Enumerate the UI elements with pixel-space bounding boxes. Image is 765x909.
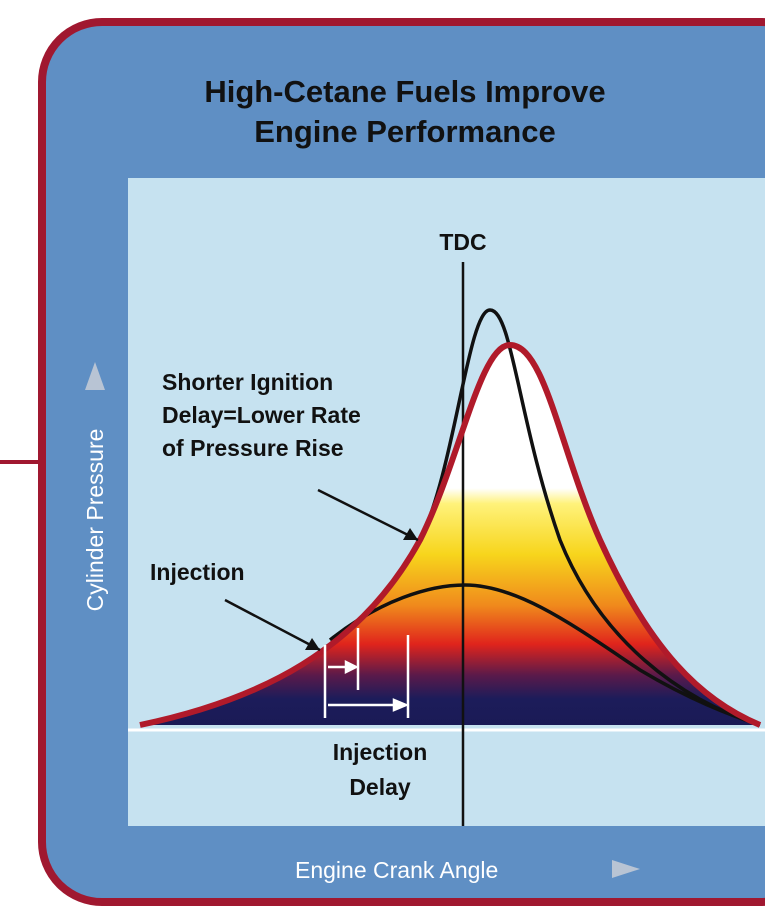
annotation: Injection bbox=[150, 559, 245, 585]
tdc-label: TDC bbox=[439, 229, 486, 255]
annotation: of Pressure Rise bbox=[162, 435, 344, 461]
title-line: High-Cetane Fuels Improve bbox=[204, 74, 605, 109]
annotation: Delay bbox=[349, 774, 411, 800]
annotation: Injection bbox=[333, 739, 428, 765]
title-line: Engine Performance bbox=[254, 114, 555, 149]
diagram: High-Cetane Fuels Improve Engine Perform… bbox=[0, 0, 765, 909]
x-axis-label: Engine Crank Angle bbox=[295, 857, 498, 883]
annotation: Delay=Lower Rate bbox=[162, 402, 361, 428]
y-axis-label: Cylinder Pressure bbox=[82, 429, 108, 612]
annotation: Shorter Ignition bbox=[162, 369, 333, 395]
